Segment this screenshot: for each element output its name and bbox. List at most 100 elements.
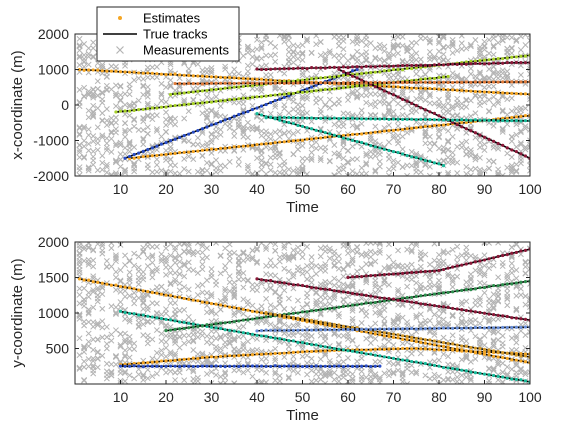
measurement-marker <box>467 113 474 120</box>
measurement-marker <box>476 144 483 151</box>
measurement-marker <box>94 349 101 356</box>
estimate-dot <box>364 293 368 297</box>
measurement-marker <box>299 118 306 124</box>
estimate-dot <box>441 267 446 272</box>
estimate-dot <box>332 328 336 332</box>
measurement-marker <box>158 80 165 87</box>
measurement-marker <box>404 162 411 169</box>
measurement-marker <box>490 63 497 70</box>
measurement-marker <box>317 144 324 151</box>
estimate-dot <box>419 106 423 110</box>
measurement-marker <box>222 262 229 269</box>
measurement-marker <box>85 90 92 97</box>
measurement-marker <box>126 112 133 119</box>
measurement-marker <box>203 359 210 366</box>
measurement-marker <box>103 135 110 142</box>
measurement-marker <box>322 282 329 289</box>
estimate-dot <box>369 131 373 135</box>
estimate-dot <box>269 93 273 98</box>
measurement-marker <box>117 370 124 376</box>
measurement-marker <box>99 334 106 341</box>
measurement-marker <box>140 294 147 301</box>
estimate-dot <box>209 147 214 151</box>
measurement-marker <box>194 242 201 246</box>
estimate-dot <box>287 94 291 98</box>
measurement-marker <box>163 122 169 129</box>
measurement-marker <box>158 319 165 326</box>
measurement-marker <box>149 267 156 274</box>
measurement-marker <box>385 166 392 173</box>
measurement-marker <box>254 258 260 265</box>
measurement-marker <box>326 136 333 143</box>
estimate-dot <box>419 157 423 161</box>
measurement-marker <box>213 281 220 288</box>
estimate-dot <box>469 349 473 353</box>
measurement-marker <box>458 318 465 325</box>
measurement-marker <box>276 153 283 160</box>
measurement-marker <box>440 248 447 255</box>
estimate-dot <box>355 364 359 368</box>
measurement-marker <box>395 301 402 308</box>
measurement-marker <box>413 242 420 246</box>
measurement-marker <box>335 258 342 265</box>
estimate-dot <box>496 61 500 65</box>
measurement-marker <box>144 292 151 299</box>
estimate-dot <box>428 342 432 346</box>
measurement-marker <box>203 113 210 120</box>
estimate-dot <box>492 61 496 65</box>
estimate-dot <box>396 150 400 155</box>
estimate-dot <box>414 360 418 364</box>
measurement-marker <box>81 318 88 325</box>
estimate-dot <box>182 91 186 95</box>
measurement-marker <box>345 250 351 257</box>
measurement-marker <box>527 300 530 307</box>
estimate-dot <box>264 315 268 319</box>
measurement-marker <box>213 112 220 119</box>
measurement-marker <box>381 97 388 104</box>
measurement-marker <box>313 323 320 330</box>
measurement-marker <box>217 306 224 313</box>
measurement-marker <box>144 375 151 382</box>
measurement-marker <box>385 108 392 115</box>
measurement-marker <box>367 101 374 108</box>
estimate-dot <box>337 67 341 71</box>
measurement-marker <box>117 343 124 350</box>
estimate-dot <box>200 82 204 86</box>
measurement-marker <box>258 380 265 384</box>
estimate-dot <box>109 283 113 287</box>
measurement-marker <box>213 134 220 141</box>
estimate-dot <box>346 275 350 280</box>
measurement-marker <box>140 76 147 82</box>
measurement-marker <box>153 63 160 70</box>
measurement-marker <box>272 51 279 58</box>
estimate-dot <box>328 135 332 139</box>
measurement-marker <box>290 53 297 60</box>
measurement-marker <box>112 119 119 126</box>
estimate-dot <box>346 85 350 89</box>
estimate-dot <box>287 339 291 343</box>
measurement-marker <box>290 306 297 313</box>
estimate-dot <box>437 326 441 330</box>
estimate-dot <box>419 340 423 345</box>
measurement-marker <box>331 293 338 299</box>
measurement-marker <box>94 356 101 362</box>
estimate-dot <box>178 103 182 107</box>
estimate-dot <box>369 71 373 75</box>
estimate-dot <box>514 80 518 84</box>
estimate-dot <box>387 69 391 73</box>
measurement-marker <box>472 154 479 161</box>
estimate-dot <box>405 337 409 341</box>
measurement-marker <box>486 50 493 57</box>
estimate-dot <box>264 142 268 146</box>
measurement-marker <box>153 349 160 356</box>
estimate-dot <box>300 80 305 85</box>
measurement-marker <box>294 43 301 50</box>
estimate-dot <box>432 118 437 122</box>
measurement-marker <box>122 62 129 69</box>
measurement-marker <box>363 57 370 64</box>
measurement-marker <box>172 369 179 376</box>
measurement-marker <box>417 88 424 95</box>
measurement-marker <box>463 338 470 345</box>
estimate-dot <box>437 75 441 80</box>
measurement-marker <box>404 275 411 282</box>
